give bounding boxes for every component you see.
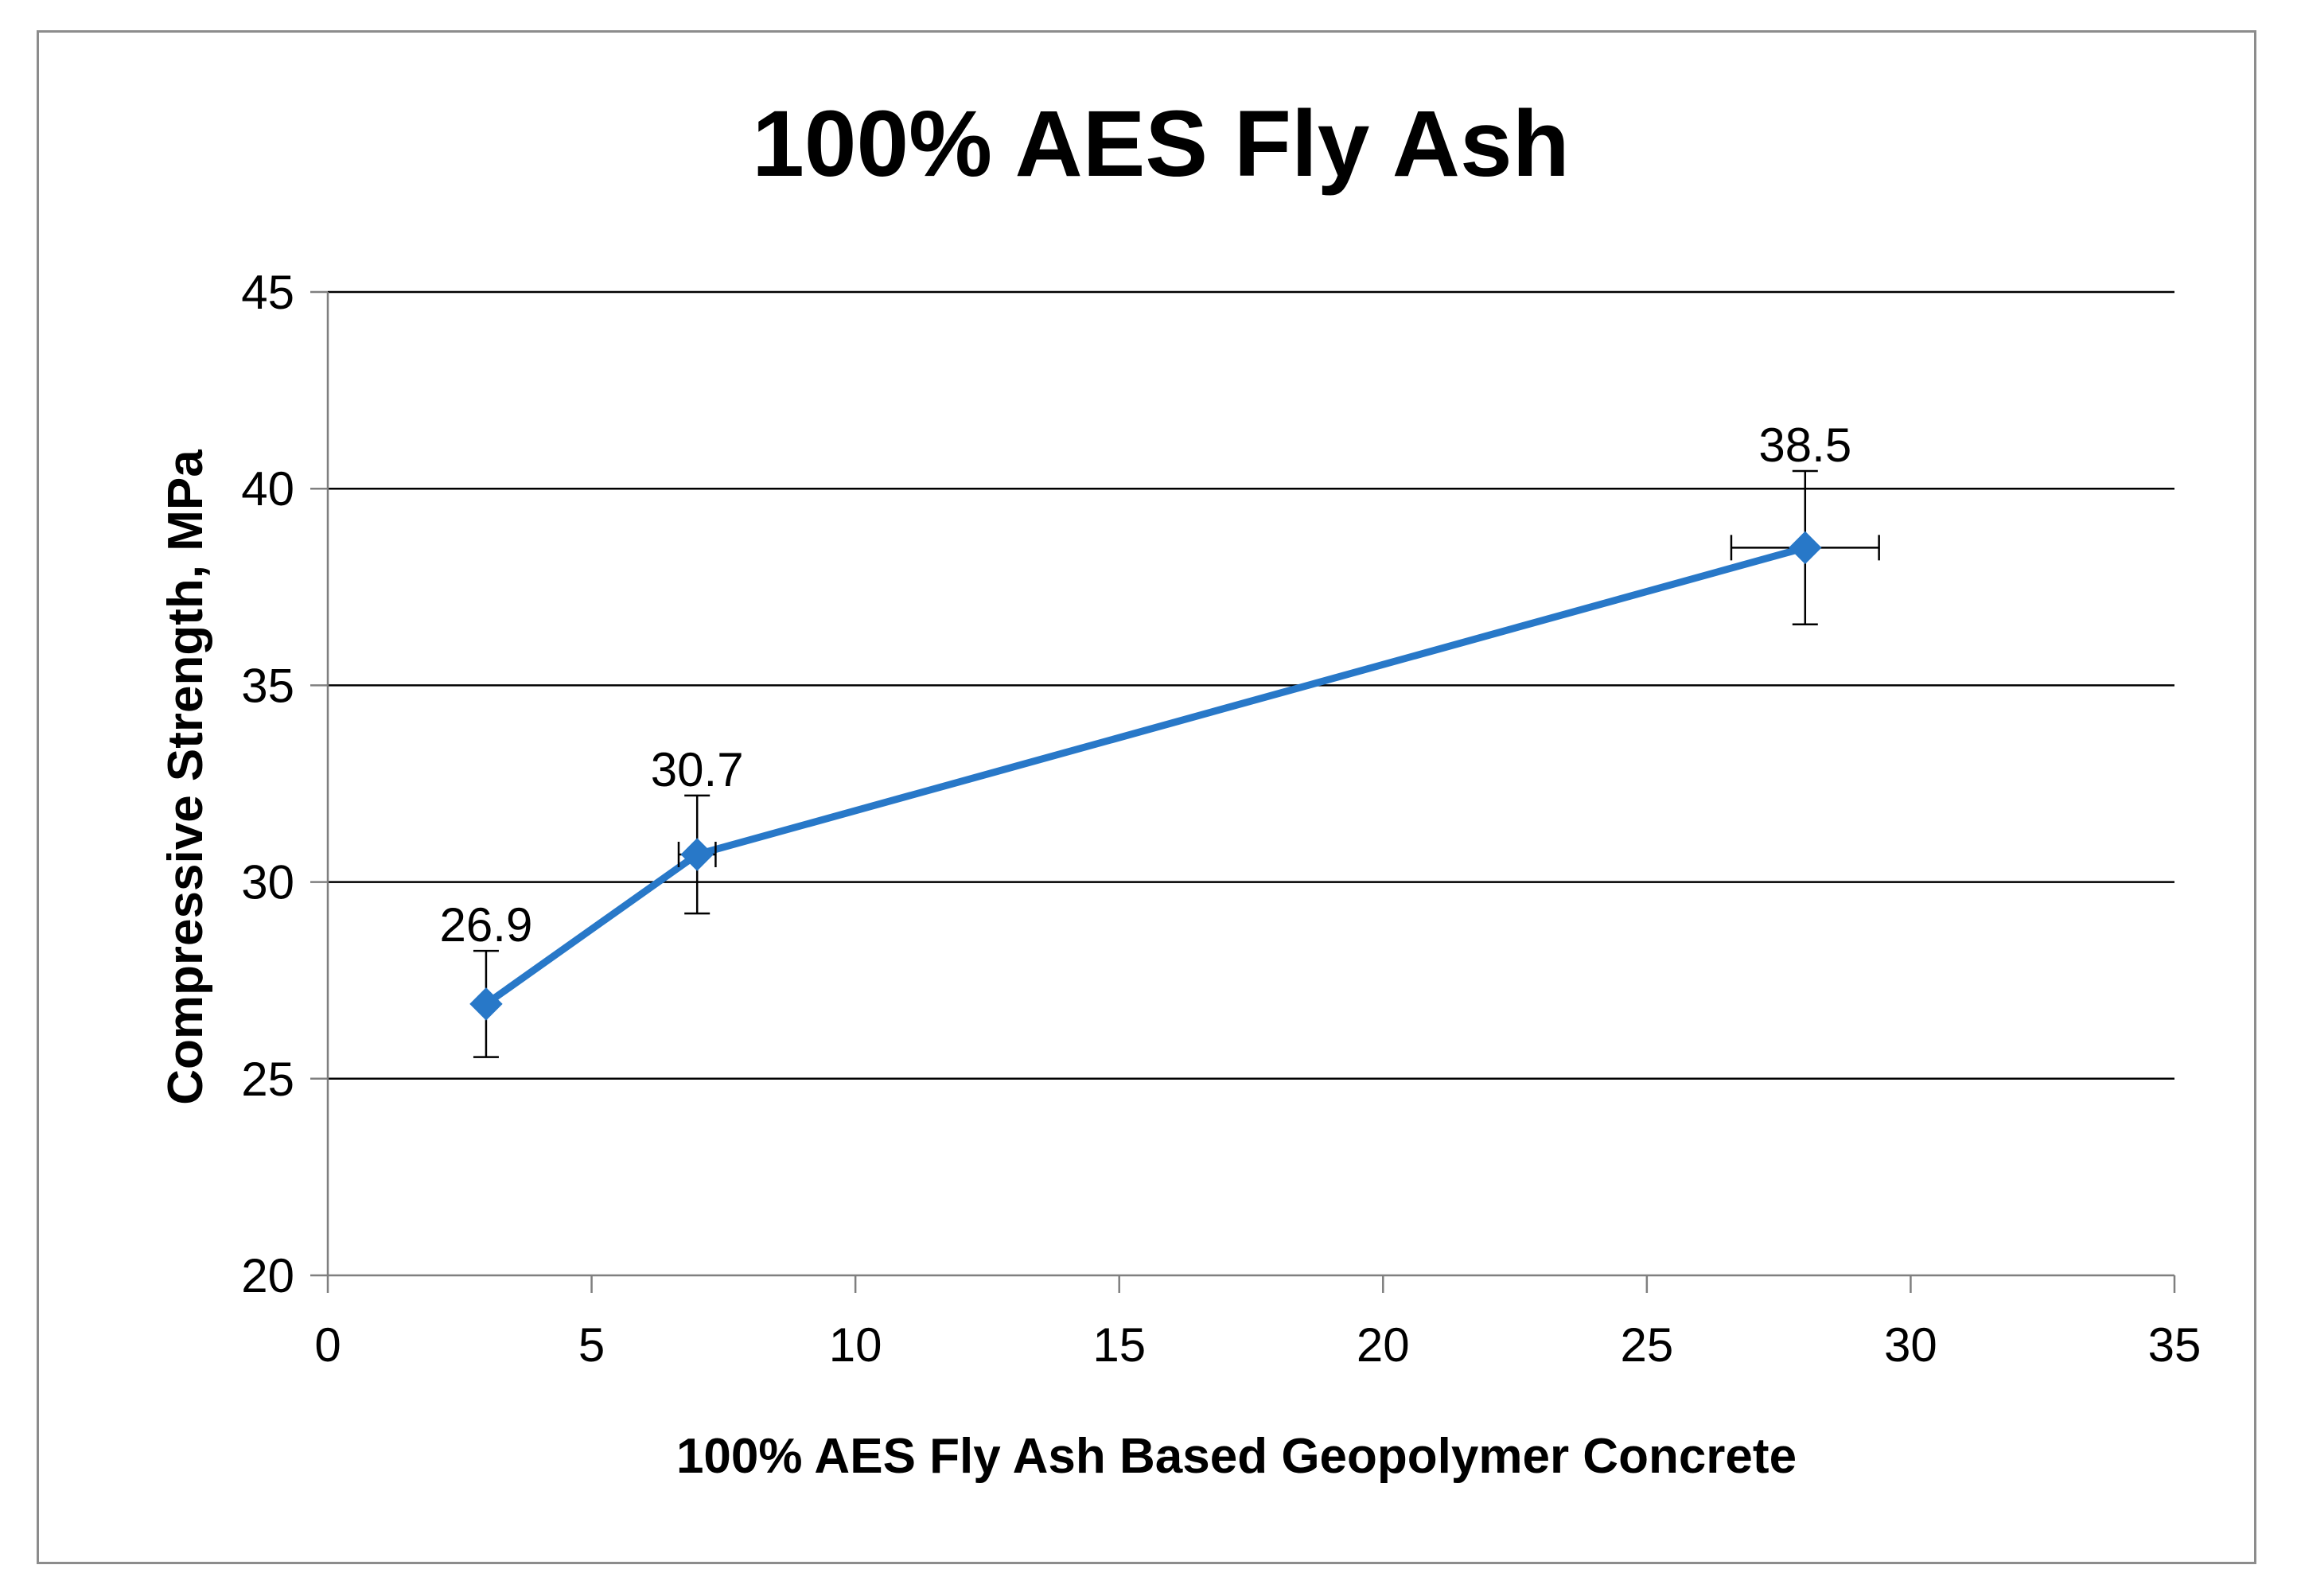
x-tick-label-10: 10: [829, 1318, 882, 1372]
data-series: [469, 469, 1880, 1058]
chart-frame: 100% AES Fly Ash 20 25 30 35 40 45 0 5 10 15 20 25 3…: [37, 30, 2256, 1564]
x-tick-label-30: 30: [1884, 1318, 1937, 1372]
x-tick-label-15: 15: [1092, 1318, 1146, 1372]
y-tick-label-30: 30: [241, 856, 294, 909]
y-tick-label-45: 45: [241, 266, 294, 319]
y-tick-label-35: 35: [241, 659, 294, 712]
data-label-0: 26.9: [440, 898, 533, 952]
data-label-1: 30.7: [651, 743, 744, 796]
x-tick-label-20: 20: [1357, 1318, 1410, 1372]
y-tick-label-20: 20: [241, 1249, 294, 1302]
data-label-2: 38.5: [1758, 418, 1851, 472]
data-point-2: [1789, 531, 1822, 565]
gridlines: [328, 290, 2174, 1080]
x-tick-label-35: 35: [2148, 1318, 2202, 1372]
y-tick-label-40: 40: [241, 462, 294, 516]
x-tick-label-5: 5: [578, 1318, 605, 1372]
data-point-0: [469, 987, 503, 1021]
chart: 100% AES Fly Ash 20 25 30 35 40 45 0 5 10 15 20 25 3…: [158, 91, 2201, 1484]
axes: [310, 290, 2176, 1293]
data-labels: 26.9 30.7 38.5: [440, 418, 1852, 952]
x-axis-title: 100% AES Fly Ash Based Geopolymer Concre…: [676, 1429, 1797, 1484]
x-tick-label-0: 0: [314, 1318, 341, 1372]
y-axis-title: Compressive Strength, MPa: [158, 450, 213, 1105]
tick-labels: 20 25 30 35 40 45 0 5 10 15 20 25 30 35: [241, 266, 2201, 1372]
y-tick-label-25: 25: [241, 1053, 294, 1106]
data-point-1: [680, 838, 714, 871]
chart-title: 100% AES Fly Ash: [752, 91, 1569, 197]
x-tick-label-25: 25: [1620, 1318, 1673, 1372]
